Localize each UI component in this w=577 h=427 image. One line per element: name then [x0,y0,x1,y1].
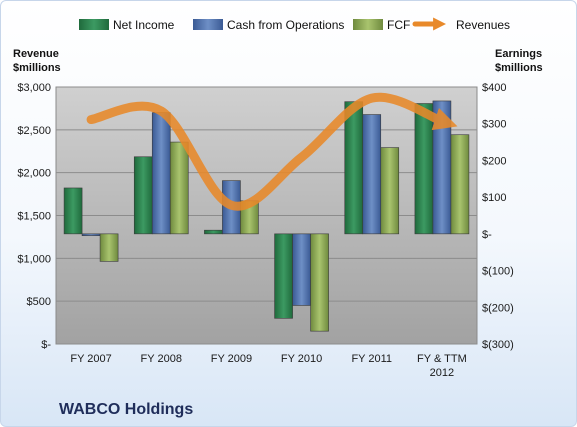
x-tick-label: FY 2011 [351,353,392,365]
left-axis-ticks: $- $500 $1,000 $1,500 $2,000 $2,500 $3,000 [17,82,51,351]
bar-net-income-1 [133,156,153,235]
left-tick-label: $2,000 [17,168,51,180]
legend-label-revenues: Revenues [456,18,510,32]
right-tick-label: $(300) [482,339,514,351]
legend-swatch-fcf [353,19,383,30]
bar-cash-from-operations-3 [292,233,311,306]
left-tick-label: $1,000 [17,253,51,265]
right-tick-label: $300 [482,119,506,131]
gridlines [56,86,477,345]
left-tick-label: $1,500 [17,211,51,223]
x-tick-label: FY & TTM [417,353,467,365]
x-tick-label: 2012 [430,367,454,379]
bar-cash-from-operations-4 [362,114,382,235]
right-tick-label: $400 [482,82,506,94]
x-tick-label: FY 2007 [70,353,111,365]
bar-cash-from-operations-1 [151,112,171,235]
x-axis-ticks: FY 2007 FY 2008 FY 2009 FY 2010 FY 2011 FY & … [70,353,466,379]
right-axis-title-line2: $millions [495,62,543,74]
legend: Net Income Cash from Operations FCF Reve… [79,17,510,32]
legend-swatch-cash-from-operations [193,19,223,30]
legend-label-cash-from-operations: Cash from Operations [227,18,344,32]
legend-label-net-income: Net Income [113,18,175,32]
bar-net-income-5 [414,103,434,235]
revenue-line-path [86,92,458,211]
legend-label-fcf: FCF [387,18,410,32]
left-axis-title-line1: Revenue [13,48,59,60]
bar-net-income-0 [63,187,83,235]
left-axis-title-line2: $millions [13,62,61,74]
right-axis-ticks: $(300) $(200) $(100) $- $100 $200 $300 $400 [482,82,514,351]
left-tick-label: $500 [27,296,51,308]
bar-net-income-4 [344,101,364,235]
left-tick-label: $- [41,339,51,351]
right-tick-label: $200 [482,155,506,167]
legend-swatch-net-income [79,19,109,30]
bar-cash-from-operations-0 [81,233,101,236]
x-tick-label: FY 2008 [141,353,182,365]
left-tick-label: $2,500 [17,125,51,137]
bar-fcf-1 [169,141,189,235]
bar-fcf-5 [450,134,470,235]
right-axis-title-line1: Earnings [495,48,542,60]
bar-fcf-3 [310,233,329,332]
left-tick-label: $3,000 [17,82,51,94]
x-tick-label: FY 2010 [281,353,322,365]
bar-net-income-2 [204,229,223,235]
right-tick-label: $- [482,229,492,241]
x-tick-label: FY 2009 [211,353,252,365]
chart-title: WABCO Holdings [59,401,193,418]
right-tick-label: $100 [482,192,506,204]
right-tick-label: $(200) [482,302,514,314]
bar-net-income-3 [274,233,293,319]
bar-fcf-0 [99,233,119,262]
bar-fcf-4 [380,147,400,235]
right-tick-label: $(100) [482,266,514,278]
revenue-line [86,92,458,211]
bar-series [63,100,470,332]
